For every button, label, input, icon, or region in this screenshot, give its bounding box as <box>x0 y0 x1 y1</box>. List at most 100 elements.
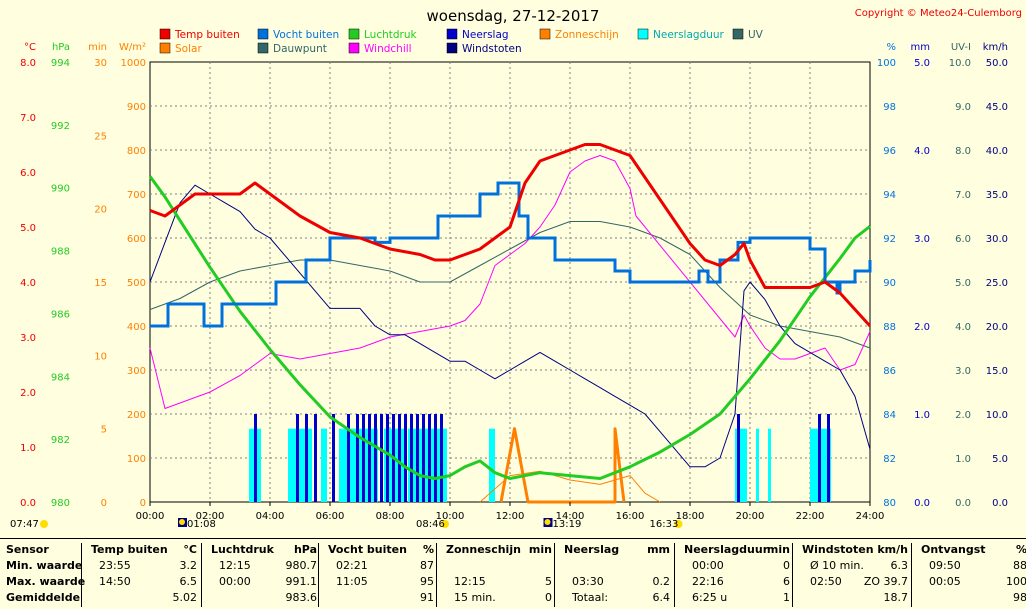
max-time: 03:30 <box>572 575 604 588</box>
time-tick: 20:00 <box>736 511 765 522</box>
max-value: 5 <box>545 575 552 588</box>
min-time: Ø 10 min. <box>810 559 864 572</box>
time-tick: 10:00 <box>436 511 465 522</box>
legend-label: Dauwpunt <box>273 43 327 55</box>
max-time: 12:15 <box>454 575 486 588</box>
humidity-line <box>150 181 872 328</box>
legend-label: Neerslagduur <box>653 29 725 41</box>
legend-label: Neerslag <box>462 29 509 41</box>
wind-axis-tick: 25.0 <box>986 278 1008 289</box>
minutes-axis-tick: 30 <box>94 58 107 69</box>
temp-axis-tick: 8.0 <box>20 58 36 69</box>
rain-bar <box>368 414 371 502</box>
humidity-axis-tick: 84 <box>883 410 896 421</box>
temp-axis-tick: 6.0 <box>20 168 36 179</box>
astro-time: 13:19 <box>553 519 582 530</box>
wind-axis-tick: 5.0 <box>992 454 1008 465</box>
rain-bar <box>410 414 413 502</box>
rain-bar <box>737 414 740 502</box>
pressure-axis-tick: 988 <box>51 247 70 258</box>
rain-axis-tick: 3.0 <box>914 234 930 245</box>
avg-value: 18.7 <box>883 591 909 604</box>
uv-axis-tick: 10.0 <box>949 58 971 69</box>
max-time: 14:50 <box>99 575 131 588</box>
min-time: 09:50 <box>929 559 961 572</box>
pressure-axis-tick: 986 <box>51 309 70 320</box>
solar-axis-tick: 800 <box>127 146 146 157</box>
column-unit: mm <box>647 543 670 556</box>
raindur-bar <box>756 428 759 502</box>
min-value: 88 <box>1013 559 1026 572</box>
rain-axis-tick: 0.0 <box>914 498 930 509</box>
column-header: Zonneschijn <box>446 543 521 556</box>
pressure-axis-tick: 990 <box>51 184 70 195</box>
uv-axis-tick: 0.0 <box>955 498 971 509</box>
temp-axis-tick: 0.0 <box>20 498 36 509</box>
pressure-axis-tick: 982 <box>51 435 70 446</box>
minutes-axis-tick: 10 <box>94 351 107 362</box>
rain-bar <box>398 414 401 502</box>
pressure-axis-tick: 994 <box>51 58 70 69</box>
column-unit: min <box>528 543 552 556</box>
min-time: 12:15 <box>219 559 251 572</box>
rain-axis-unit: mm <box>911 42 930 53</box>
avg-time: Totaal: <box>572 591 609 604</box>
solar-axis-unit: W/m² <box>119 42 146 53</box>
table-separator <box>792 543 793 607</box>
raindur-bar <box>321 428 327 502</box>
legend-swatch <box>159 28 171 40</box>
temp-axis-tick: 5.0 <box>20 223 36 234</box>
uv-axis-tick: 6.0 <box>955 234 971 245</box>
stats-table: Sensor Min. waarde Max. waarde Gemiddeld… <box>0 538 1026 609</box>
solar-axis-tick: 0 <box>140 498 146 509</box>
solar-axis-tick: 400 <box>127 322 146 333</box>
uv-axis-unit: UV-I <box>951 42 971 53</box>
max-time: 02:50 <box>810 575 842 588</box>
column-unit: min <box>766 543 790 556</box>
column-header: Ontvangst <box>921 543 986 556</box>
column-header: Temp buiten <box>91 543 168 556</box>
uv-axis-tick: 4.0 <box>955 322 971 333</box>
time-tick: 24:00 <box>856 511 885 522</box>
column-header: Neerslag <box>564 543 620 556</box>
temp-axis-tick: 4.0 <box>20 278 36 289</box>
wind-axis-tick: 40.0 <box>986 146 1008 157</box>
row-label-max: Max. waarde <box>6 575 86 588</box>
avg-value: 983.6 <box>285 591 318 604</box>
solar-axis-tick: 1000 <box>121 58 146 69</box>
uv-axis-tick: 3.0 <box>955 366 971 377</box>
legend-label: Luchtdruk <box>364 29 418 41</box>
legend-swatch <box>539 28 551 40</box>
legend-label: Zonneschijn <box>555 29 619 41</box>
pressure-axis-unit: hPa <box>52 42 70 53</box>
axis-labels: °C0.01.02.03.04.05.06.07.08.0hPa98098298… <box>20 42 1008 509</box>
wind-axis-tick: 20.0 <box>986 322 1008 333</box>
wind-axis-tick: 50.0 <box>986 58 1008 69</box>
minutes-axis-tick: 20 <box>94 205 107 216</box>
max-time: 11:05 <box>336 575 368 588</box>
moon-icon-shape <box>179 519 185 525</box>
avg-time: 15 min. <box>454 591 496 604</box>
uv-axis-tick: 8.0 <box>955 146 971 157</box>
max-value: 95 <box>420 575 434 588</box>
table-separator <box>674 543 675 607</box>
rain-bar <box>347 414 350 502</box>
rain-bar <box>356 414 359 502</box>
uv-axis-tick: 1.0 <box>955 454 971 465</box>
rain-bar <box>254 414 257 502</box>
max-value: 100 <box>1006 575 1026 588</box>
pressure-axis-tick: 980 <box>51 498 70 509</box>
plot-area <box>148 61 872 504</box>
legend-label: Vocht buiten <box>273 29 339 41</box>
wind-axis-tick: 10.0 <box>986 410 1008 421</box>
min-value: 6.3 <box>890 559 909 572</box>
avg-value: 1 <box>783 591 790 604</box>
rain-bar <box>827 414 830 502</box>
solar-axis-tick: 600 <box>127 234 146 245</box>
rain-bar <box>362 414 365 502</box>
minutes-axis-tick: 0 <box>101 498 107 509</box>
rain-bar <box>305 414 308 502</box>
temp-axis-tick: 1.0 <box>20 443 36 454</box>
max-time: 00:05 <box>929 575 961 588</box>
rain-bar <box>416 414 419 502</box>
